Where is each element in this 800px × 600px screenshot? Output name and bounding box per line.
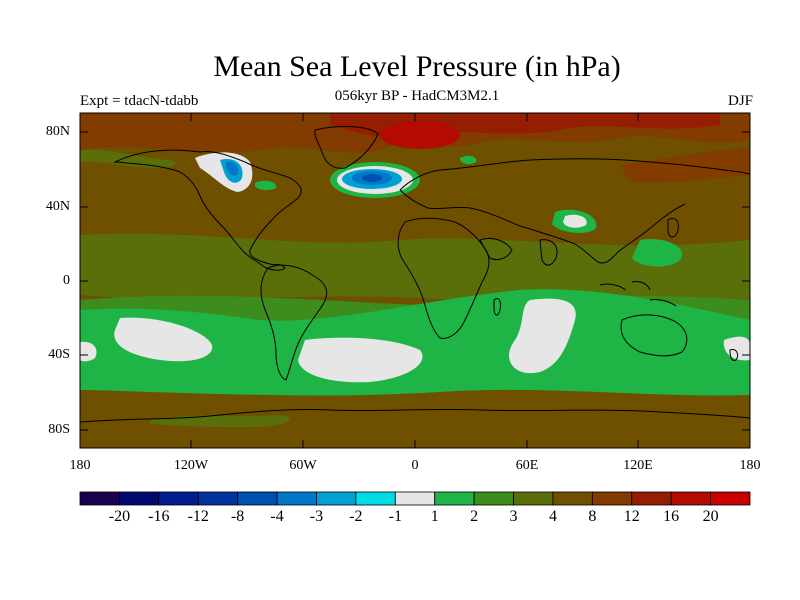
lat-label-40s: 40S xyxy=(48,347,70,362)
lon-label-0: 0 xyxy=(411,458,419,473)
colorbar-tick-label: -2 xyxy=(349,508,363,525)
lon-label-120e: 120E xyxy=(623,458,653,473)
colorbar-swatch xyxy=(197,491,239,506)
colorbar-swatch xyxy=(237,491,278,506)
colorbar-swatch xyxy=(552,491,593,506)
colorbar-swatch xyxy=(355,491,396,506)
colorbar-swatch xyxy=(631,491,672,506)
colorbar-swatch xyxy=(394,491,436,506)
pressure-field xyxy=(80,113,750,448)
lon-label-60w: 60W xyxy=(289,458,317,473)
colorbar-tick-label: 12 xyxy=(623,508,640,525)
coastlines xyxy=(80,126,750,423)
colorbar-tick-label: -8 xyxy=(230,508,245,525)
lat-label-0: 0 xyxy=(63,273,70,288)
map-subtitle: 056kyr BP - HadCM3M2.1 xyxy=(334,88,500,104)
colorbar-swatch xyxy=(276,491,317,506)
lat-label-80n: 80N xyxy=(45,124,70,139)
season-label: DJF xyxy=(727,93,753,109)
colorbar-swatch xyxy=(79,491,120,506)
lat-label-80s: 80S xyxy=(48,422,70,437)
map-title: Mean Sea Level Pressure (in hPa) xyxy=(213,50,621,83)
colorbar-swatch xyxy=(119,491,160,506)
colorbar xyxy=(79,491,751,506)
colorbar-swatch xyxy=(670,491,711,506)
colorbar-swatch xyxy=(473,491,514,506)
map-ticks xyxy=(80,113,750,448)
lat-label-40n: 40N xyxy=(45,199,70,214)
colorbar-tick-label: 20 xyxy=(702,508,719,525)
colorbar-swatch xyxy=(434,491,475,506)
colorbar-swatch xyxy=(710,491,751,506)
colorbar-swatch xyxy=(513,491,554,506)
colorbar-tick-label: 1 xyxy=(430,508,439,525)
lon-label-180w: 180 xyxy=(69,458,91,473)
colorbar-tick-label: 8 xyxy=(588,508,597,525)
colorbar-tick-label: -12 xyxy=(187,508,209,525)
colorbar-tick-label: 16 xyxy=(663,508,680,525)
colorbar-tick-label: 2 xyxy=(470,508,479,525)
colorbar-tick-label: -4 xyxy=(270,508,284,525)
lon-label-180e: 180 xyxy=(739,458,761,473)
experiment-label: Expt = tdacN-tdabb xyxy=(80,93,199,109)
colorbar-swatch xyxy=(591,491,633,506)
lon-label-60e: 60E xyxy=(515,458,539,473)
colorbar-tick-label: 3 xyxy=(509,508,518,525)
colorbar-tick-label: -3 xyxy=(309,508,324,525)
colorbar-tick-label: -1 xyxy=(388,508,402,525)
colorbar-tick-label: -20 xyxy=(108,508,131,525)
colorbar-swatch xyxy=(316,491,357,506)
colorbar-tick-label: 4 xyxy=(548,508,557,525)
lon-label-120w: 120W xyxy=(173,458,209,473)
colorbar-tick-label: -16 xyxy=(148,508,170,525)
colorbar-swatch xyxy=(158,491,199,506)
